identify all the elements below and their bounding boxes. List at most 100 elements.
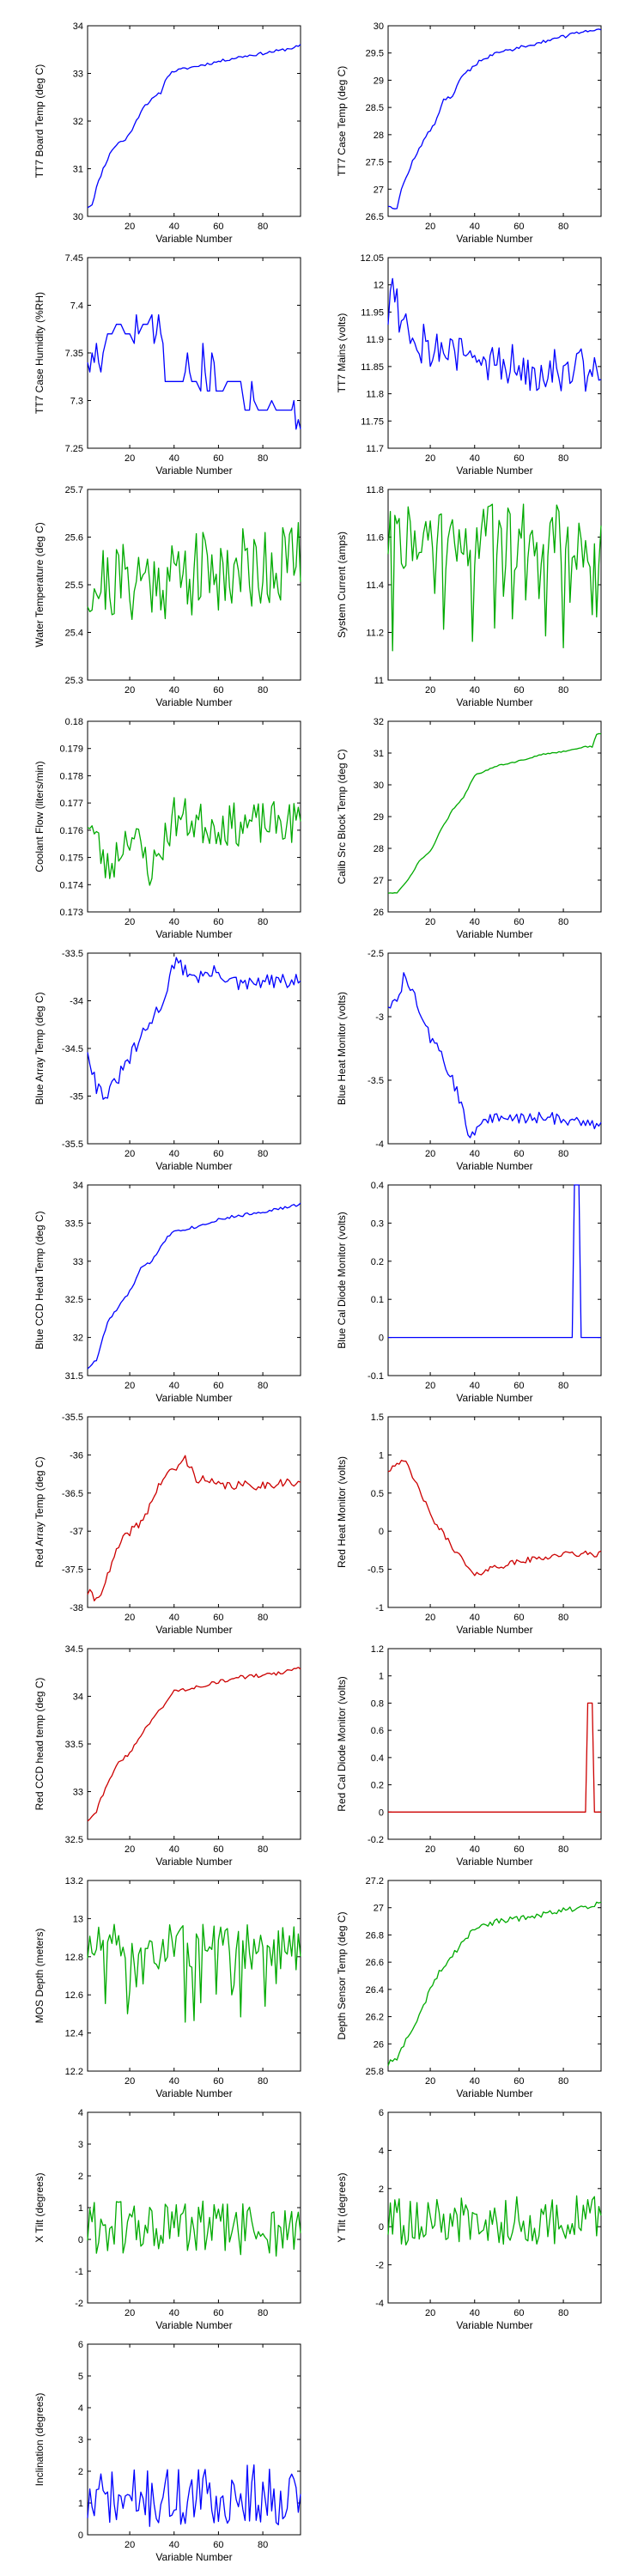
y-tick-label: 4 bbox=[379, 2146, 384, 2156]
x-axis-label: Variable Number bbox=[155, 1624, 232, 1636]
x-axis-label: Variable Number bbox=[155, 1160, 232, 1172]
y-tick-label: 34 bbox=[73, 1181, 83, 1191]
y-tick-label: 11.7 bbox=[366, 444, 384, 454]
x-tick-label: 20 bbox=[425, 1613, 435, 1623]
x-tick-label: 80 bbox=[558, 917, 568, 927]
x-tick-label: 80 bbox=[558, 1149, 568, 1159]
y-tick-label: -37 bbox=[70, 1527, 83, 1537]
y-tick-label: -4 bbox=[375, 2299, 384, 2309]
y-tick-label: 11.4 bbox=[366, 580, 384, 591]
series-line bbox=[87, 313, 301, 430]
y-tick-label: -37.5 bbox=[62, 1565, 83, 1576]
y-axis-label: MOS Depth (meters) bbox=[33, 1929, 46, 2024]
chart-panel-1: 30 31 32 33 34 20 40 60 80 Variable Number TT7 Boa… bbox=[33, 21, 301, 245]
chart-panel-18: 25.8 26 26.2 26.4 26.6 26.8 27 27.2 20 40 60 80 Vari… bbox=[336, 1876, 602, 2099]
y-tick-label: 0.175 bbox=[59, 854, 83, 864]
x-tick-label: 60 bbox=[213, 222, 223, 232]
series-line bbox=[87, 2200, 301, 2257]
y-axis-label: Calib Src Block Temp (deg C) bbox=[336, 749, 348, 884]
x-axis-label: Variable Number bbox=[456, 1856, 532, 1868]
y-tick-label: 25.8 bbox=[366, 2067, 384, 2077]
series-line bbox=[387, 1901, 602, 2066]
x-tick-label: 20 bbox=[125, 1149, 135, 1159]
y-tick-label: 26.4 bbox=[366, 1985, 384, 1996]
y-tick-label: -36 bbox=[70, 1450, 83, 1461]
series-line bbox=[388, 1184, 601, 1339]
y-tick-label: 0.8 bbox=[371, 1698, 384, 1709]
plot-frame bbox=[387, 952, 602, 1145]
y-tick-label: -2 bbox=[375, 2261, 384, 2271]
chart-panel-12: -0.1 0 0.1 0.2 0.3 0.4 20 40 60 80 Variable Number… bbox=[336, 1181, 602, 1404]
x-tick-label: 80 bbox=[258, 1613, 268, 1623]
x-tick-label: 20 bbox=[125, 222, 135, 232]
y-tick-label: 12.4 bbox=[65, 2029, 83, 2039]
x-tick-label: 40 bbox=[470, 1381, 480, 1391]
y-tick-label: 4 bbox=[78, 2108, 83, 2118]
plot-frame bbox=[87, 2111, 301, 2304]
y-tick-label: 25.5 bbox=[65, 580, 83, 591]
y-tick-label: 0.174 bbox=[59, 880, 83, 890]
y-tick-label: 27 bbox=[374, 1904, 384, 1914]
series-line bbox=[387, 1460, 602, 1577]
y-tick-label: 28.5 bbox=[366, 103, 384, 113]
x-tick-label: 80 bbox=[258, 222, 268, 232]
y-tick-label: 0.2 bbox=[371, 1257, 384, 1267]
x-tick-label: 40 bbox=[470, 1149, 480, 1159]
x-axis-label: Variable Number bbox=[155, 1392, 232, 1404]
x-tick-label: 60 bbox=[513, 222, 524, 232]
y-tick-label: -1 bbox=[375, 1603, 384, 1613]
x-tick-label: 60 bbox=[213, 453, 223, 464]
y-tick-label: 2 bbox=[78, 2172, 83, 2182]
y-tick-label: 1.5 bbox=[371, 1413, 384, 1423]
x-tick-label: 40 bbox=[470, 2076, 480, 2087]
plot-frame bbox=[387, 489, 602, 681]
x-tick-label: 80 bbox=[558, 1381, 568, 1391]
y-tick-label: 26.2 bbox=[366, 2013, 384, 2023]
y-tick-label: -3.5 bbox=[368, 1076, 384, 1086]
x-tick-label: 20 bbox=[125, 453, 135, 464]
series-line bbox=[387, 503, 602, 652]
x-tick-label: 60 bbox=[513, 1613, 524, 1623]
y-tick-label: 0 bbox=[78, 2530, 83, 2541]
chart-panel-15: 32.5 33 33.5 34 34.5 20 40 60 80 Variable Number R… bbox=[33, 1644, 301, 1868]
series-line bbox=[87, 1667, 301, 1822]
series-line bbox=[87, 797, 301, 886]
y-axis-label: System Current (amps) bbox=[336, 532, 348, 638]
plot-frame bbox=[387, 1184, 602, 1376]
plot-frame bbox=[387, 1648, 602, 1840]
x-tick-label: 20 bbox=[125, 2540, 135, 2550]
y-axis-label: TT7 Board Temp (deg C) bbox=[33, 64, 46, 179]
y-tick-label: -3 bbox=[375, 1012, 384, 1023]
x-tick-label: 20 bbox=[125, 685, 135, 696]
y-tick-label: 25.7 bbox=[65, 485, 83, 495]
plot-frame bbox=[87, 952, 301, 1145]
chart-panel-21: 0 1 2 3 4 5 6 20 40 60 80 Variable Number Inclinatio… bbox=[33, 2340, 301, 2563]
y-tick-label: 0.176 bbox=[59, 826, 83, 836]
y-axis-label: X Tilt (degrees) bbox=[33, 2172, 46, 2242]
x-axis-label: Variable Number bbox=[155, 2319, 232, 2331]
y-tick-label: 0 bbox=[379, 1527, 384, 1537]
y-tick-label: 11.85 bbox=[361, 362, 384, 373]
y-tick-label: 1.2 bbox=[371, 1644, 384, 1655]
y-tick-label: 7.3 bbox=[70, 397, 83, 407]
y-tick-label: 33 bbox=[73, 70, 83, 80]
y-tick-label: 0 bbox=[379, 1334, 384, 1344]
chart-panel-5: 25.3 25.4 25.5 25.6 25.7 20 40 60 80 Variable Num… bbox=[33, 485, 301, 708]
y-tick-label: -0.1 bbox=[368, 1371, 384, 1382]
x-tick-label: 40 bbox=[169, 2076, 179, 2087]
plot-frame bbox=[387, 25, 602, 217]
y-tick-label: 33.5 bbox=[65, 1740, 83, 1750]
y-tick-label: 7.35 bbox=[65, 349, 83, 359]
x-tick-label: 60 bbox=[213, 2308, 223, 2318]
x-tick-label: 20 bbox=[425, 1149, 435, 1159]
x-tick-label: 20 bbox=[125, 2308, 135, 2318]
y-axis-label: Y Tilt (degrees) bbox=[336, 2172, 348, 2242]
y-tick-label: 3 bbox=[78, 2140, 83, 2150]
chart-panel-7: 0.173 0.174 0.175 0.176 0.177 0.178 0.179 0.18 2… bbox=[33, 717, 301, 940]
x-axis-label: Variable Number bbox=[456, 2319, 532, 2331]
y-tick-label: 13 bbox=[73, 1914, 83, 1924]
y-axis-label: TT7 Case Humidity (%RH) bbox=[33, 292, 46, 414]
y-axis-label: Water Temperature (deg C) bbox=[33, 522, 46, 647]
y-tick-label: -34 bbox=[70, 997, 83, 1007]
y-tick-label: 11.9 bbox=[366, 335, 384, 345]
